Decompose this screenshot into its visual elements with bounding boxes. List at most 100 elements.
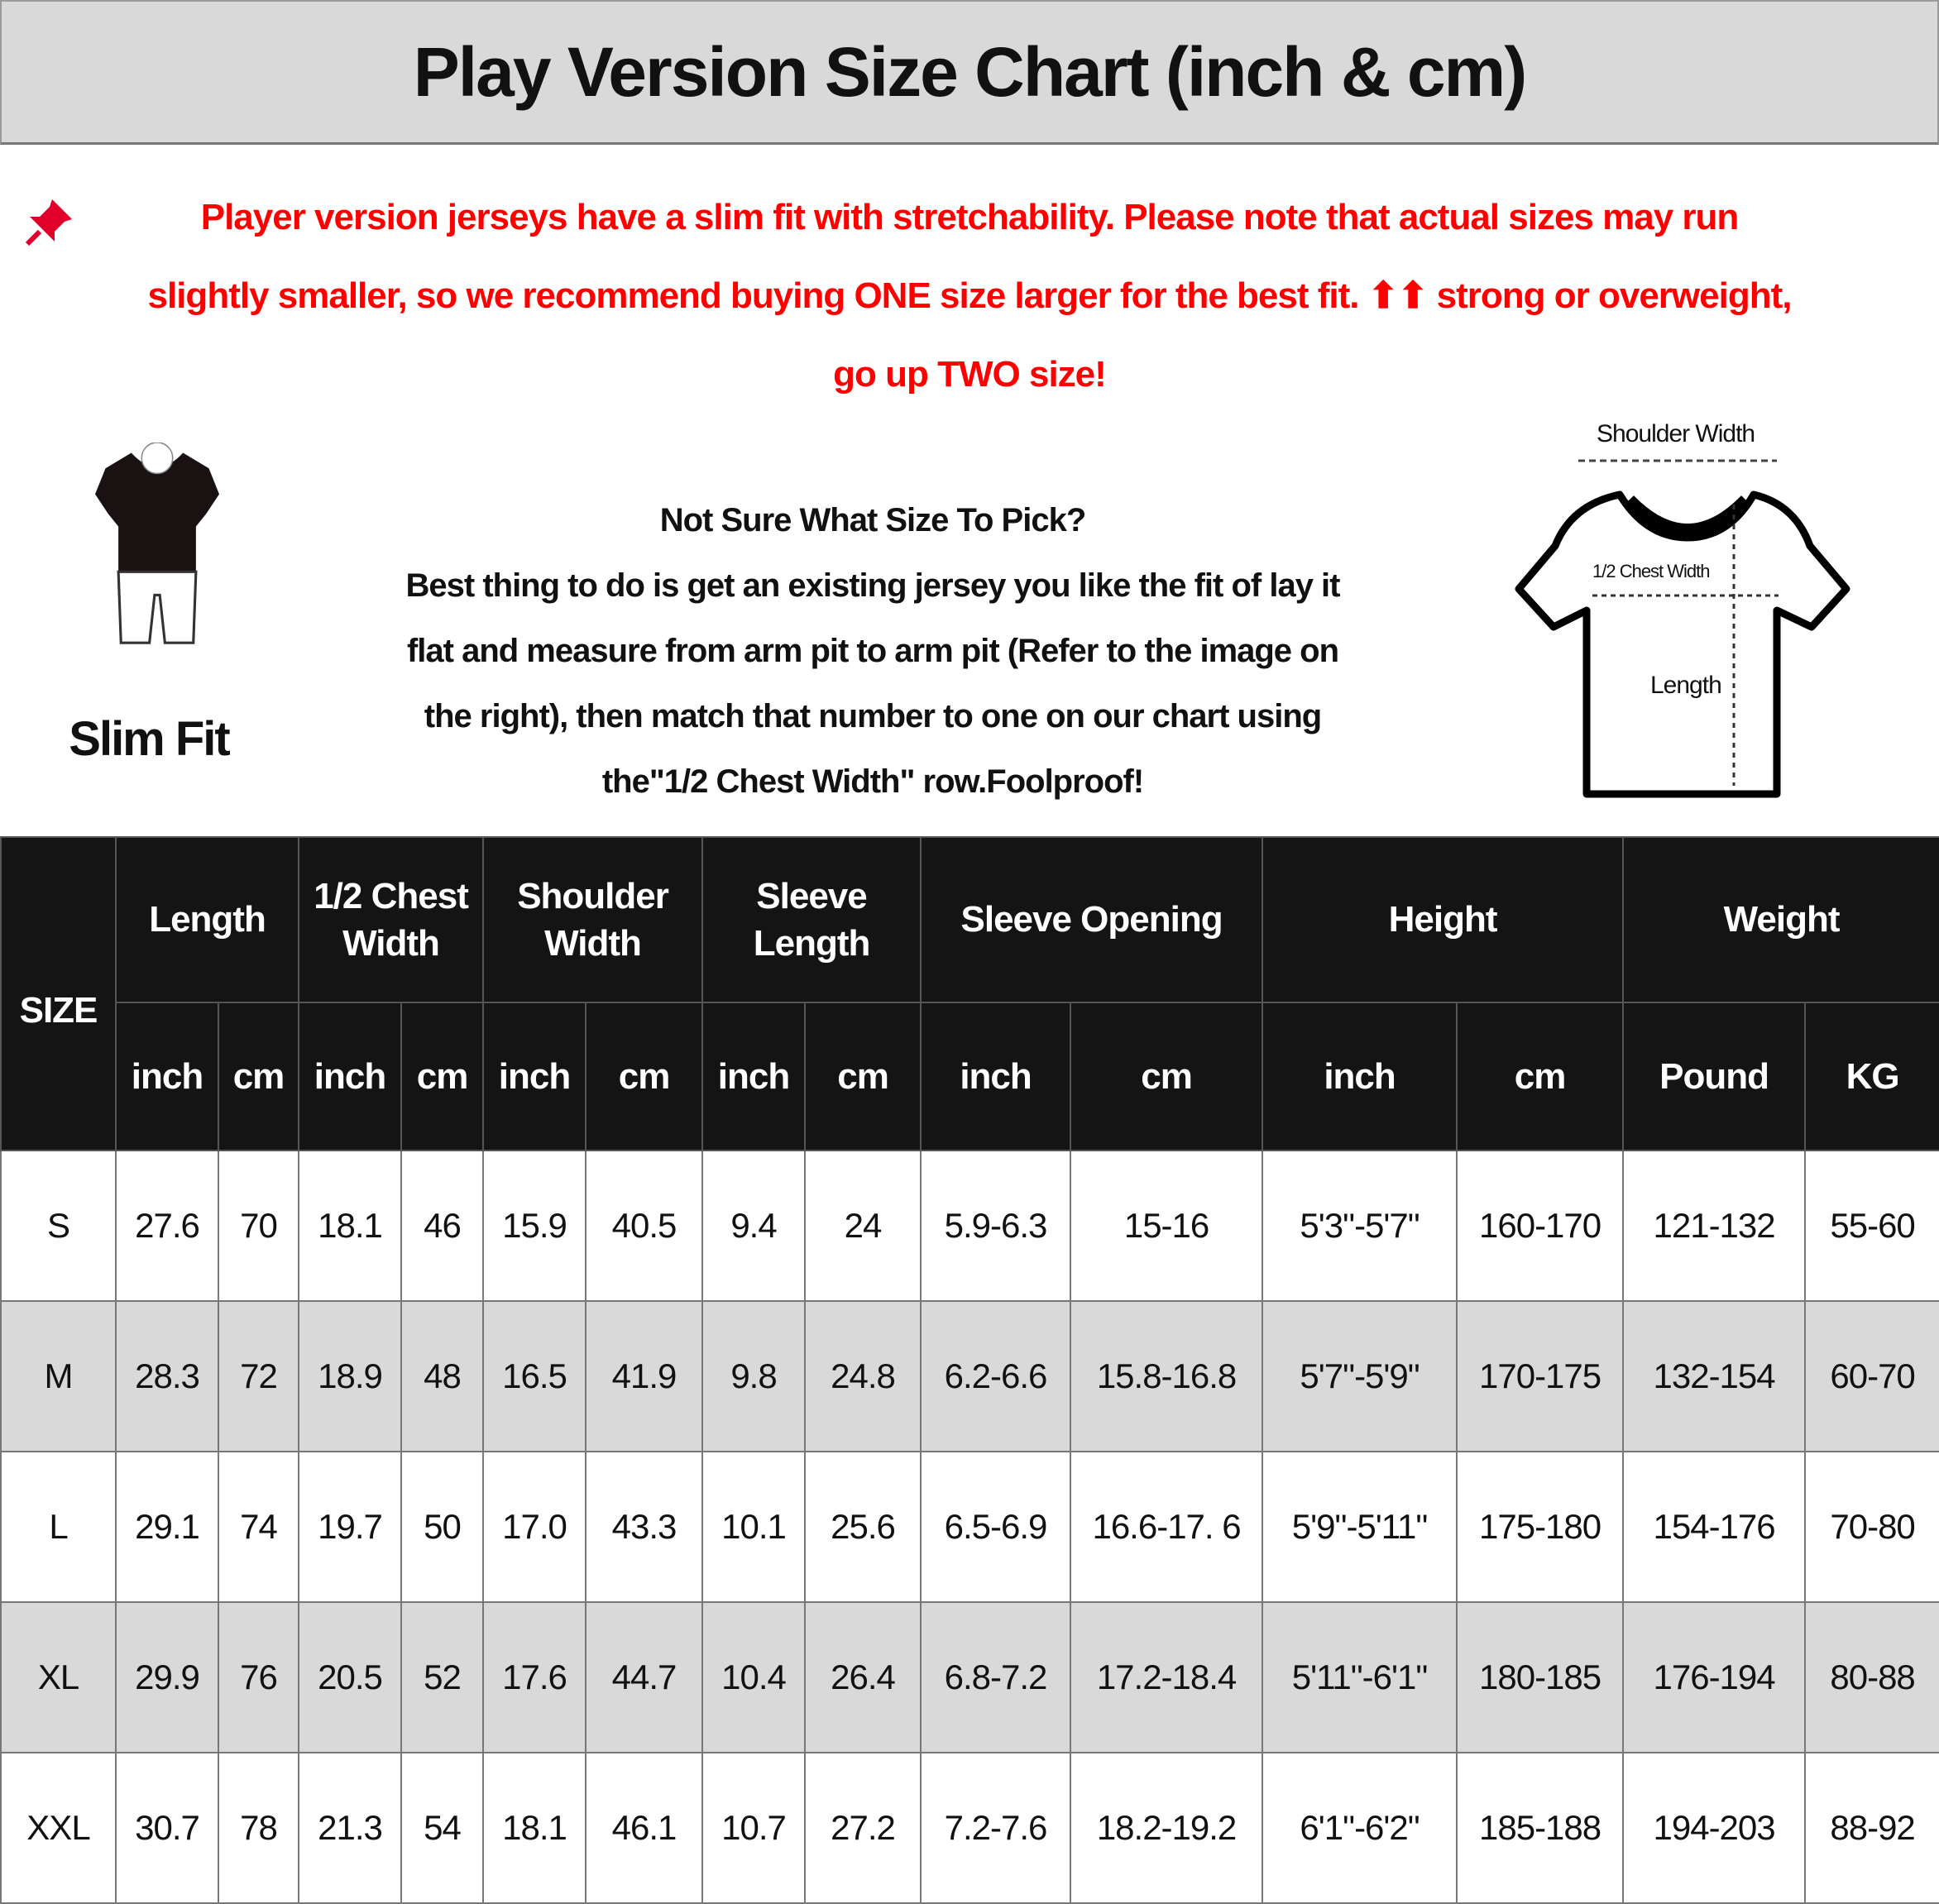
table-cell: 18.2-19.2 <box>1070 1752 1264 1904</box>
table-cell: 54 <box>400 1752 485 1904</box>
table-cell: 70 <box>217 1150 300 1302</box>
unit-header: cm <box>1070 1002 1264 1151</box>
table-row: S 27.6 70 18.1 46 15.9 40.5 9.4 24 5.9-6.3 15-16 5'… <box>0 1150 1939 1302</box>
group-header: Height <box>1262 836 1625 1003</box>
table-cell: 30.7 <box>115 1752 219 1904</box>
table-cell: 132-154 <box>1622 1300 1807 1452</box>
table-cell: 50 <box>400 1451 485 1603</box>
table-cell: 17.6 <box>482 1601 587 1753</box>
sizing-advice: Not Sure What Size To Pick? Best thing t… <box>281 488 1464 815</box>
table-cell: 17.2-18.4 <box>1070 1601 1264 1753</box>
table-cell: 10.4 <box>701 1601 807 1753</box>
fit-notice: Player version jerseys have a slim fit w… <box>17 178 1922 414</box>
table-row: M 28.3 72 18.9 48 16.5 41.9 9.8 24.8 6.2-6.6 15.8-… <box>0 1300 1939 1452</box>
table-cell: 52 <box>400 1601 485 1753</box>
table-cell: 185-188 <box>1456 1752 1625 1904</box>
unit-header: Pound <box>1622 1002 1807 1151</box>
table-cell: 18.1 <box>482 1752 587 1904</box>
unit-header: cm <box>217 1002 300 1151</box>
table-cell: 154-176 <box>1622 1451 1807 1603</box>
unit-header: inch <box>298 1002 403 1151</box>
group-header: Weight <box>1622 836 1939 1003</box>
table-row: XXL 30.7 78 21.3 54 18.1 46.1 10.7 27.2 7.2-7.6 18… <box>0 1752 1939 1904</box>
unit-header: cm <box>400 1002 485 1151</box>
table-cell: 16.6-17. 6 <box>1070 1451 1264 1603</box>
size-header: SIZE <box>0 836 117 1151</box>
table-cell: 78 <box>217 1752 300 1904</box>
table-cell: 27.6 <box>115 1150 219 1302</box>
table-cell: 25.6 <box>804 1451 922 1603</box>
table-cell: 44.7 <box>585 1601 704 1753</box>
table-row: L 29.1 74 19.7 50 17.0 43.3 10.1 25.6 6.5-6.9 16.6… <box>0 1451 1939 1603</box>
advice-line: flat and measure from arm pit to arm pit… <box>406 633 1339 669</box>
table-cell: 29.9 <box>115 1601 219 1753</box>
notice-line: Player version jerseys have a slim fit w… <box>200 197 1740 237</box>
table-cell: 170-175 <box>1456 1300 1625 1452</box>
unit-header: KG <box>1804 1002 1939 1151</box>
tshirt-icon <box>1515 459 1850 798</box>
advice-line: Best thing to do is get an existing jers… <box>405 567 1341 604</box>
table-cell: 46.1 <box>585 1752 704 1904</box>
table-cell: 19.7 <box>298 1451 403 1603</box>
shoulder-width-label: Shoulder Width <box>1597 420 1755 447</box>
table-cell: 18.1 <box>298 1150 403 1302</box>
table-cell: 55-60 <box>1804 1150 1939 1302</box>
table-cell: 72 <box>217 1300 300 1452</box>
table-cell: 40.5 <box>585 1150 704 1302</box>
size-cell: XL <box>0 1601 117 1753</box>
table-cell: 41.9 <box>585 1300 704 1452</box>
title-text: Play Version Size Chart (inch & cm) <box>413 32 1527 111</box>
table-row: XL 29.9 76 20.5 52 17.6 44.7 10.4 26.4 6.8-7.2 17.… <box>0 1601 1939 1753</box>
table-cell: 5'11"-6'1" <box>1262 1601 1458 1753</box>
table-cell: 27.2 <box>804 1752 922 1904</box>
table-cell: 15-16 <box>1070 1150 1264 1302</box>
unit-header: inch <box>1262 1002 1458 1151</box>
table-cell: 6'1"-6'2" <box>1262 1752 1458 1904</box>
advice-line: Not Sure What Size To Pick? <box>659 502 1087 538</box>
table-cell: 28.3 <box>115 1300 219 1452</box>
unit-header: cm <box>804 1002 922 1151</box>
unit-header: inch <box>701 1002 807 1151</box>
pushpin-icon <box>25 199 72 246</box>
table-cell: 18.9 <box>298 1300 403 1452</box>
table-cell: 10.1 <box>701 1451 807 1603</box>
unit-header: cm <box>585 1002 704 1151</box>
slim-fit-figure-icon <box>95 443 219 644</box>
table-cell: 70-80 <box>1804 1451 1939 1603</box>
slim-fit-text: Slim Fit <box>69 712 230 766</box>
table-cell: 176-194 <box>1622 1601 1807 1753</box>
table-cell: 5'3"-5'7" <box>1262 1150 1458 1302</box>
table-cell: 15.9 <box>482 1150 587 1302</box>
table-cell: 15.8-16.8 <box>1070 1300 1264 1452</box>
notice-line: slightly smaller, so we recommend buying… <box>147 275 1793 316</box>
table-cell: 26.4 <box>804 1601 922 1753</box>
table-cell: 10.7 <box>701 1752 807 1904</box>
table-cell: 80-88 <box>1804 1601 1939 1753</box>
table-cell: 6.2-6.6 <box>920 1300 1072 1452</box>
length-label: Length <box>1650 672 1722 699</box>
size-cell: M <box>0 1300 117 1452</box>
measurement-diagram: Shoulder Width 1/2 Chest Width Length <box>1514 414 1861 802</box>
table-cell: 5.9-6.3 <box>920 1150 1072 1302</box>
table-cell: 88-92 <box>1804 1752 1939 1904</box>
group-header: 1/2 Chest Width <box>298 836 485 1003</box>
table-cell: 5'7"-5'9" <box>1262 1300 1458 1452</box>
slim-fit-label: Slim Fit <box>25 711 273 767</box>
table-cell: 48 <box>400 1300 485 1452</box>
chest-width-label: 1/2 Chest Width <box>1592 561 1711 581</box>
table-cell: 6.5-6.9 <box>920 1451 1072 1603</box>
table-cell: 20.5 <box>298 1601 403 1753</box>
table-cell: 5'9"-5'11" <box>1262 1451 1458 1603</box>
unit-header: cm <box>1456 1002 1625 1151</box>
unit-header: inch <box>482 1002 587 1151</box>
table-cell: 17.0 <box>482 1451 587 1603</box>
size-cell: L <box>0 1451 117 1603</box>
unit-header: inch <box>920 1002 1072 1151</box>
table-cell: 24.8 <box>804 1300 922 1452</box>
group-header: Shoulder Width <box>482 836 704 1003</box>
table-cell: 24 <box>804 1150 922 1302</box>
table-cell: 16.5 <box>482 1300 587 1452</box>
size-cell: XXL <box>0 1752 117 1904</box>
table-cell: 74 <box>217 1451 300 1603</box>
table-cell: 175-180 <box>1456 1451 1625 1603</box>
